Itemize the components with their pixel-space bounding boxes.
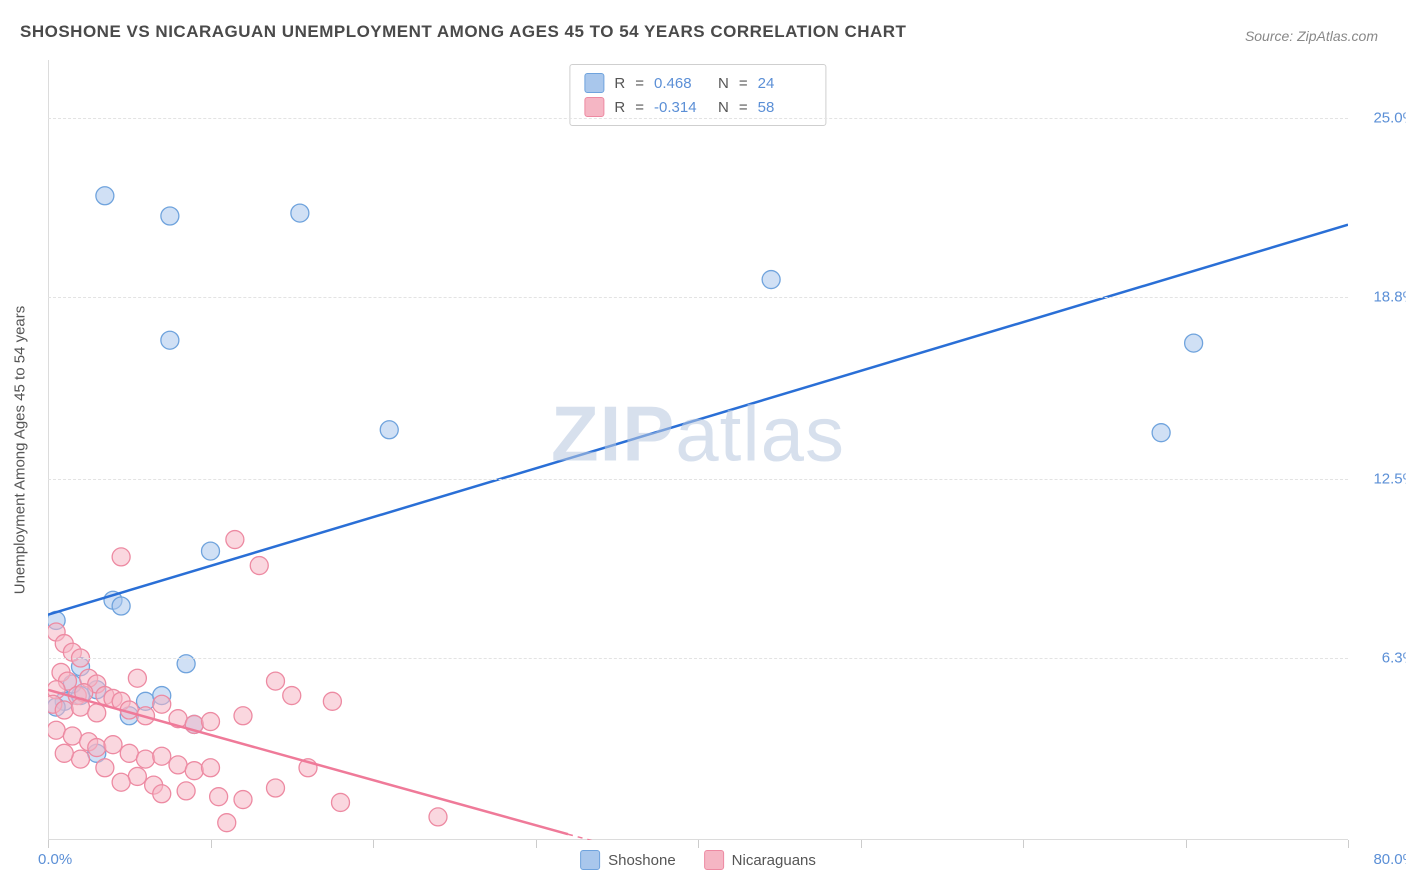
scatter-point [380,421,398,439]
n-label-2: N [718,99,729,116]
grid-line [48,658,1348,659]
eq-label-3: = [635,99,644,116]
chart-area: Unemployment Among Ages 45 to 54 years Z… [48,60,1348,840]
scatter-point [112,773,130,791]
legend-item-nicaraguans: Nicaraguans [704,850,816,870]
scatter-point [72,750,90,768]
scatter-point [55,744,73,762]
x-max-label: 80.0% [1373,851,1406,868]
nicaraguans-swatch-icon [584,97,604,117]
scatter-point [88,739,106,757]
scatter-point [169,756,187,774]
grid-line [48,118,1348,119]
r-value-nicaraguans: -0.314 [654,99,708,116]
scatter-point [267,779,285,797]
scatter-point [291,204,309,222]
scatter-point [153,695,171,713]
x-tick [698,840,699,848]
x-tick [48,840,49,848]
legend-row-shoshone: R = 0.468 N = 24 [584,71,811,95]
scatter-point [762,271,780,289]
x-tick [1186,840,1187,848]
scatter-point [153,747,171,765]
n-value-nicaraguans: 58 [758,99,812,116]
scatter-point [218,814,236,832]
x-tick [1023,840,1024,848]
chart-title: SHOSHONE VS NICARAGUAN UNEMPLOYMENT AMON… [20,22,906,42]
scatter-point [226,531,244,549]
scatter-point [161,207,179,225]
nicaraguans-swatch-icon-b [704,850,724,870]
scatter-point [55,701,73,719]
x-tick [211,840,212,848]
scatter-point [128,669,146,687]
scatter-point [161,331,179,349]
y-tick-label: 12.5% [1373,470,1406,487]
eq-label-2: = [739,75,748,92]
x-tick [861,840,862,848]
y-tick-label: 6.3% [1382,650,1406,667]
legend-item-shoshone: Shoshone [580,850,676,870]
scatter-point [137,750,155,768]
scatter-point [48,721,65,739]
x-tick [1348,840,1349,848]
legend-label-shoshone: Shoshone [608,852,676,869]
scatter-point [153,785,171,803]
y-axis-label: Unemployment Among Ages 45 to 54 years [12,306,29,595]
legend-row-nicaraguans: R = -0.314 N = 58 [584,95,811,119]
scatter-point [177,782,195,800]
scatter-point [185,762,203,780]
source-label: Source: ZipAtlas.com [1245,28,1378,44]
n-value-shoshone: 24 [758,75,812,92]
scatter-point [88,704,106,722]
shoshone-swatch-icon [584,73,604,93]
grid-line [48,297,1348,298]
scatter-point [96,759,114,777]
regression-line [48,225,1348,615]
scatter-point [1152,424,1170,442]
scatter-point [112,548,130,566]
scatter-point [112,597,130,615]
x-origin-label: 0.0% [38,851,72,868]
shoshone-swatch-icon-b [580,850,600,870]
r-label: R [614,75,625,92]
eq-label-4: = [739,99,748,116]
scatter-point [429,808,447,826]
scatter-point [128,767,146,785]
scatter-point [234,791,252,809]
n-label: N [718,75,729,92]
legend-correlation: R = 0.468 N = 24 R = -0.314 N = 58 [569,64,826,126]
y-tick-label: 18.8% [1373,288,1406,305]
scatter-point [210,788,228,806]
scatter-point [323,692,341,710]
scatter-point [250,557,268,575]
legend-series: Shoshone Nicaraguans [580,850,816,870]
scatter-point [202,713,220,731]
scatter-point [96,187,114,205]
eq-label: = [635,75,644,92]
scatter-point [104,736,122,754]
x-tick [373,840,374,848]
chart-svg [48,60,1348,840]
r-value-shoshone: 0.468 [654,75,708,92]
scatter-point [202,759,220,777]
scatter-point [202,542,220,560]
r-label-2: R [614,99,625,116]
scatter-point [283,687,301,705]
y-tick-label: 25.0% [1373,109,1406,126]
scatter-point [234,707,252,725]
x-tick [536,840,537,848]
scatter-point [1185,334,1203,352]
regression-line-ext [568,834,633,840]
scatter-point [120,744,138,762]
legend-label-nicaraguans: Nicaraguans [732,852,816,869]
scatter-point [63,727,81,745]
scatter-point [267,672,285,690]
scatter-point [332,793,350,811]
grid-line [48,479,1348,480]
